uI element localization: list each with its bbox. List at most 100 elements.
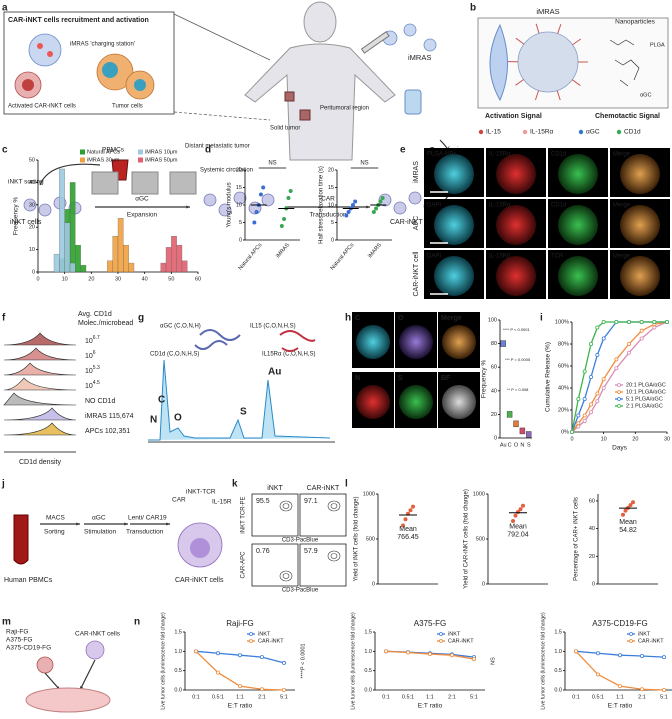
channel-label: Merge	[441, 315, 462, 322]
cell	[393, 201, 407, 215]
shape	[37, 43, 43, 49]
x-tick-label: 0.5:1	[212, 694, 224, 700]
y-axis-label: Frequency %	[13, 197, 20, 236]
flow-plot	[299, 543, 347, 587]
contour	[279, 500, 293, 512]
legend-marker	[439, 639, 443, 643]
x-tick-label: 0.5:1	[592, 694, 604, 700]
panel-letter: d	[205, 145, 211, 156]
point	[378, 199, 383, 204]
base: 10	[85, 353, 93, 360]
hist-bar	[59, 168, 65, 273]
point	[237, 653, 242, 658]
label: αGC	[135, 196, 149, 203]
y-tick-label: 500	[366, 536, 375, 542]
y-axis-label: Yield of CAR-iNKT cells (fold change)	[464, 489, 470, 589]
point	[652, 325, 657, 330]
mean-value: 766.45	[397, 534, 419, 541]
channel-label: CD1d	[551, 203, 566, 209]
arrow-head	[76, 522, 80, 526]
point	[374, 206, 379, 211]
box	[500, 340, 506, 347]
channel-label: DAPI	[427, 203, 441, 209]
y-tick-label: 0.5	[174, 668, 182, 674]
panel-letter: g	[138, 313, 144, 324]
exponent: 4.5	[93, 380, 100, 386]
point	[582, 418, 587, 423]
panel-letter: h	[345, 313, 351, 324]
arrow	[44, 672, 61, 691]
column-label: iNKT	[267, 485, 283, 492]
y-tick-label: 60	[491, 365, 497, 371]
hist-bar	[53, 253, 60, 273]
point	[286, 196, 291, 200]
point	[281, 688, 286, 693]
channel-label: PLGA-NPs	[427, 152, 456, 158]
legend-label: iMRAS 10μm	[145, 149, 178, 155]
legend-marker	[522, 129, 528, 135]
y-axis-label: Half stress relaxation time (s)	[319, 166, 325, 244]
y-tick-label: 15	[328, 185, 334, 191]
channel-label: Merge	[613, 152, 631, 158]
legend-marker	[616, 129, 622, 135]
shape	[102, 62, 118, 78]
hist-bar	[112, 236, 119, 273]
x-tick-label: 0:1	[192, 694, 200, 700]
point	[408, 508, 413, 513]
box	[513, 420, 519, 428]
hist-bar	[123, 244, 129, 273]
spike	[534, 90, 540, 101]
cell	[218, 203, 232, 217]
shape	[190, 538, 210, 558]
molecule-label: CD1d (C,O,N,H,S)	[150, 352, 199, 358]
percentage: 97.1	[304, 498, 318, 505]
x-tick-label: 0	[36, 276, 39, 282]
row-label: 105.3	[85, 365, 100, 375]
point	[346, 210, 351, 214]
cell-image	[496, 256, 536, 296]
point	[350, 203, 355, 207]
y-axis-label: Live tumor cells (luminescence fold chan…	[350, 612, 356, 710]
y-tick-label: 1000	[363, 491, 375, 497]
annotation: *** P = 0.0005	[505, 357, 531, 362]
flow-plot	[251, 493, 299, 537]
legend-label: αGC	[586, 129, 600, 136]
point	[279, 224, 284, 228]
x-tick-label: N	[520, 442, 524, 448]
x-tick-label: 2:1	[448, 694, 456, 700]
label: Solid tumor	[270, 126, 300, 132]
y-axis-label: Live tumor cells (luminescence fold chan…	[160, 612, 166, 710]
peak-label: N	[150, 415, 157, 426]
base: 10	[85, 338, 93, 345]
y-axis-label: Frequency %	[481, 360, 488, 399]
y-tick-label: 40%	[558, 385, 569, 391]
shape	[47, 51, 53, 57]
point	[259, 655, 264, 660]
row-label: 106	[85, 350, 96, 360]
label: PBMCs	[102, 147, 125, 154]
legend-label: CD1d	[624, 129, 641, 136]
legend-marker	[617, 390, 621, 394]
apc-lens	[489, 23, 508, 102]
spike	[557, 23, 562, 34]
y-tick-label: 100	[488, 317, 497, 323]
point	[627, 319, 632, 324]
y-tick-label: 0.5	[364, 668, 372, 674]
connector	[173, 13, 271, 61]
label: Activated CAR-iNKT cells	[8, 104, 76, 110]
exponent: 5.3	[93, 365, 100, 371]
y-tick-label: 0.0	[364, 687, 372, 693]
cell-image	[442, 385, 476, 419]
y-tick-label: 10	[328, 202, 334, 208]
x-tick-label: 0:1	[572, 694, 580, 700]
label: Chemotactic Signal	[595, 113, 660, 120]
point	[427, 652, 432, 657]
x-tick-label: S	[527, 442, 531, 448]
label: αGC	[640, 92, 651, 98]
legend-label: IL-15	[486, 129, 501, 136]
point	[595, 325, 600, 330]
point	[589, 402, 594, 407]
point	[513, 513, 518, 518]
y-tick-label: 0%	[561, 429, 569, 435]
